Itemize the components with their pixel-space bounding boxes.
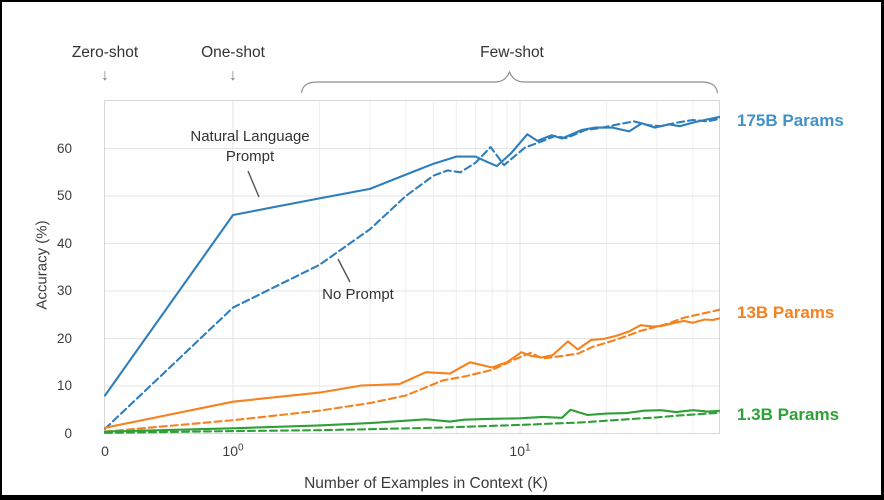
few-shot-label: Few-shot: [480, 44, 544, 61]
y-tick-label: 0: [64, 425, 72, 441]
y-tick-label: 60: [56, 140, 72, 156]
series-line-175b-params-no-prompt: [103, 117, 722, 430]
x-axis-title: Number of Examples in Context (K): [304, 475, 548, 492]
param-label-1.3b-params: 1.3B Params: [737, 405, 840, 424]
y-tick-label: 20: [56, 330, 72, 346]
one-shot-down-arrow-icon: ↓: [229, 67, 237, 84]
y-tick-label: 50: [56, 188, 72, 203]
x-tick-label: 0: [101, 443, 109, 459]
series-line-13b-params-no-prompt: [103, 308, 722, 433]
few-shot-brace: [300, 70, 719, 94]
series-line-1-3b-params-no-prompt: [103, 411, 722, 434]
x-tick-label: 101: [509, 442, 531, 459]
y-tick-label: 10: [56, 378, 72, 393]
y-tick-label: 30: [56, 283, 72, 298]
zero-shot-down-arrow-icon: ↓: [101, 67, 109, 84]
no-prompt-annotation: No Prompt: [322, 286, 394, 303]
y-tick-label: 40: [56, 235, 72, 251]
param-label-175b-params: 175B Params: [737, 111, 844, 130]
natural-language-prompt-annotation: Natural Language Prompt: [190, 127, 309, 167]
plot-area: Natural Language Prompt No Prompt: [103, 100, 722, 434]
one-shot-label: One-shot: [201, 44, 265, 61]
natural-language-prompt-annotation-line2: Prompt: [225, 147, 275, 165]
plot-border: [104, 100, 720, 434]
zero-shot-label: Zero-shot: [71, 44, 139, 61]
natural-language-prompt-annotation-line1: Natural Language: [190, 128, 310, 145]
param-label-13b-params: 13B Params: [737, 303, 835, 322]
series-line-1-3b-params-natural-language-prompt: [103, 408, 722, 433]
x-tick-label: 100: [222, 442, 244, 459]
series-line-13b-params-natural-language-prompt: [103, 317, 722, 429]
